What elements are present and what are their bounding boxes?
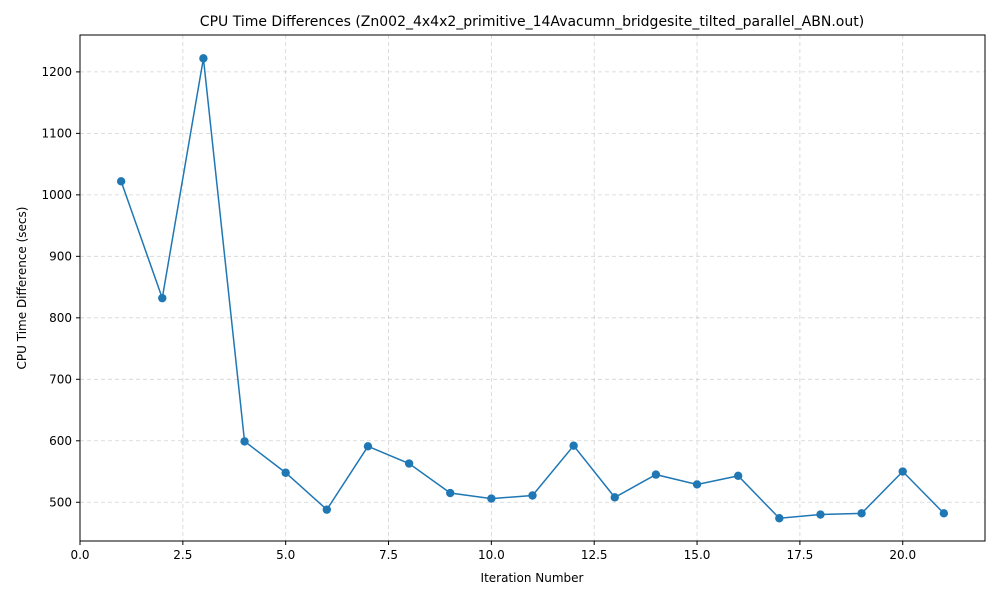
data-point — [610, 493, 619, 502]
x-tick-label: 20.0 — [889, 548, 916, 562]
data-point — [775, 514, 784, 523]
data-point — [939, 509, 949, 518]
data-point — [199, 54, 208, 63]
data-point — [240, 437, 249, 446]
data-point — [404, 459, 414, 468]
data-point — [363, 442, 373, 451]
data-point — [898, 467, 907, 476]
y-tick-label: 900 — [49, 249, 72, 263]
x-tick-label: 12.5 — [581, 548, 608, 562]
y-tick-label: 600 — [49, 434, 72, 448]
grid-layer — [79, 35, 985, 541]
x-tick-label: 10.0 — [478, 548, 505, 562]
data-point — [733, 471, 743, 481]
data-point — [116, 177, 126, 186]
x-tick-label: 7.5 — [379, 548, 398, 562]
y-tick-label: 1100 — [41, 126, 72, 140]
x-tick-label: 17.5 — [787, 548, 814, 562]
data-point — [528, 491, 537, 500]
data-point — [322, 505, 332, 514]
data-point — [487, 494, 496, 503]
y-tick-label: 500 — [49, 495, 72, 509]
y-tick-label: 800 — [49, 311, 72, 325]
x-axis-label: Iteration Number — [481, 571, 584, 585]
x-tick-label: 15.0 — [684, 548, 711, 562]
y-axis-ticks: 500 600 700 800 900 1000 1100 1200 — [41, 65, 80, 509]
x-tick-label: 0.0 — [70, 548, 89, 562]
data-point — [158, 293, 167, 303]
series-layer — [116, 54, 949, 523]
y-tick-label: 1000 — [41, 188, 72, 202]
data-point — [446, 488, 455, 498]
data-point — [281, 468, 290, 477]
chart-title: CPU Time Differences (Zn002_4x4x2_primit… — [200, 14, 864, 30]
data-point — [857, 509, 866, 518]
plot-frame — [79, 34, 986, 542]
y-tick-label: 1200 — [41, 65, 72, 79]
x-tick-label: 5.0 — [276, 548, 295, 562]
y-axis-label: CPU Time Difference (secs) — [15, 207, 29, 370]
data-point — [816, 510, 825, 519]
series-line — [120, 58, 945, 520]
x-tick-label: 2.5 — [173, 548, 192, 562]
x-axis-ticks: 0.0 2.5 5.0 7.5 10.0 12.5 15.0 17.5 20.0 — [70, 541, 916, 562]
data-point — [651, 470, 661, 479]
data-point — [569, 441, 578, 450]
data-point — [692, 480, 702, 489]
y-tick-label: 700 — [49, 372, 72, 386]
